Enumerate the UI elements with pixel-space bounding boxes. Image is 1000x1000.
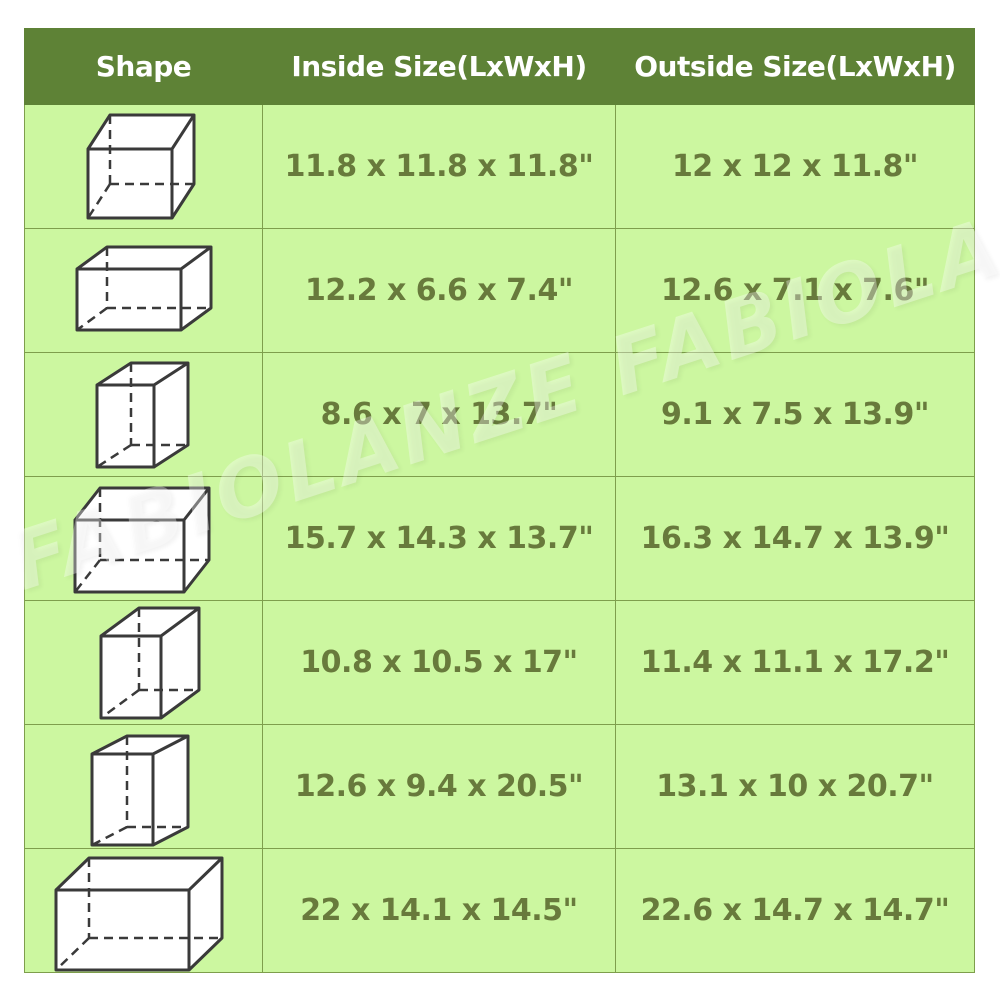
- table-row: 11.8 x 11.8 x 11.8" 12 x 12 x 11.8": [24, 104, 975, 229]
- shape-cell: [24, 476, 263, 601]
- box-outline-icon: [99, 606, 201, 720]
- inside-size-cell: 11.8 x 11.8 x 11.8": [262, 104, 616, 229]
- shape-cell: [24, 104, 263, 229]
- table-row: 15.7 x 14.3 x 13.7" 16.3 x 14.7 x 13.9": [24, 476, 975, 601]
- cube-outline-icon: [86, 113, 196, 220]
- outside-size-cell: 11.4 x 11.1 x 17.2": [615, 600, 975, 725]
- inside-size-cell: 12.2 x 6.6 x 7.4": [262, 228, 616, 353]
- box-outline-icon: [90, 734, 190, 847]
- outside-size-cell: 12.6 x 7.1 x 7.6": [615, 228, 975, 353]
- header-shape: Shape: [24, 28, 263, 105]
- table-row: 22 x 14.1 x 14.5" 22.6 x 14.7 x 14.7": [24, 848, 975, 973]
- outside-size-cell: 13.1 x 10 x 20.7": [615, 724, 975, 849]
- outside-size-cell: 9.1 x 7.5 x 13.9": [615, 352, 975, 477]
- table-row: 12.6 x 9.4 x 20.5" 13.1 x 10 x 20.7": [24, 724, 975, 849]
- box-outline-icon: [73, 486, 211, 594]
- shape-cell: [24, 352, 263, 477]
- box-outline-icon: [54, 856, 224, 972]
- shape-cell: [24, 228, 263, 353]
- shape-cell: [24, 600, 263, 725]
- shape-cell: [24, 848, 263, 973]
- inside-size-cell: 22 x 14.1 x 14.5": [262, 848, 616, 973]
- table-row: 10.8 x 10.5 x 17" 11.4 x 11.1 x 17.2": [24, 600, 975, 725]
- header-outside-size: Outside Size(LxWxH): [615, 28, 975, 105]
- table-row: 12.2 x 6.6 x 7.4" 12.6 x 7.1 x 7.6": [24, 228, 975, 353]
- header-inside-size: Inside Size(LxWxH): [262, 28, 616, 105]
- size-table: Shape Inside Size(LxWxH) Outside Size(Lx…: [24, 28, 975, 973]
- table-row: 8.6 x 7 x 13.7" 9.1 x 7.5 x 13.9": [24, 352, 975, 477]
- box-outline-icon: [95, 361, 190, 469]
- box-outline-icon: [75, 245, 213, 332]
- outside-size-cell: 12 x 12 x 11.8": [615, 104, 975, 229]
- outside-size-cell: 22.6 x 14.7 x 14.7": [615, 848, 975, 973]
- inside-size-cell: 10.8 x 10.5 x 17": [262, 600, 616, 725]
- inside-size-cell: 15.7 x 14.3 x 13.7": [262, 476, 616, 601]
- header-row: Shape Inside Size(LxWxH) Outside Size(Lx…: [24, 28, 975, 105]
- outside-size-cell: 16.3 x 14.7 x 13.9": [615, 476, 975, 601]
- shape-cell: [24, 724, 263, 849]
- inside-size-cell: 12.6 x 9.4 x 20.5": [262, 724, 616, 849]
- inside-size-cell: 8.6 x 7 x 13.7": [262, 352, 616, 477]
